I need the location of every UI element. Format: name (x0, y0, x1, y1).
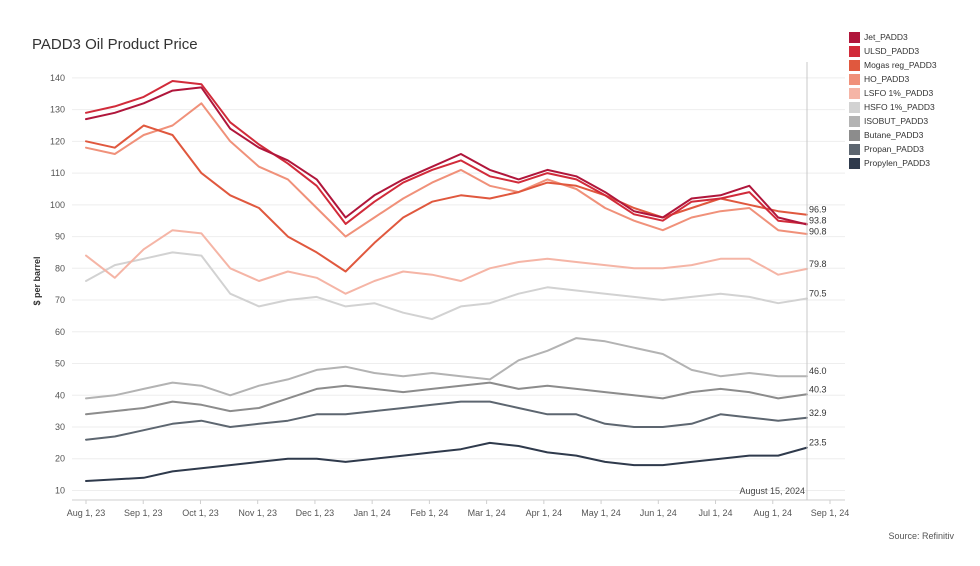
legend-item[interactable]: LSFO 1%_PADD3 (849, 86, 937, 100)
x-tick-label: Aug 1, 23 (67, 508, 106, 518)
legend-swatch (849, 73, 860, 85)
legend-item[interactable]: ULSD_PADD3 (849, 44, 937, 58)
y-tick-label: 10 (55, 485, 65, 495)
y-tick-label: 90 (55, 232, 65, 242)
legend-swatch (849, 143, 860, 155)
legend-item[interactable]: Propylen_PADD3 (849, 156, 937, 170)
legend: Jet_PADD3 ULSD_PADD3 Mogas reg_PADD3 HO_PAD… (849, 30, 937, 170)
series-line-ISOBUT_PADD3 (85, 337, 808, 400)
y-axis-label: $ per barrel (32, 256, 42, 305)
legend-swatch (849, 45, 860, 57)
x-tick-label: Nov 1, 23 (238, 508, 277, 518)
series-line-Propan_PADD3 (85, 400, 808, 441)
x-tick-label: Apr 1, 24 (526, 508, 563, 518)
x-tick-label: May 1, 24 (581, 508, 621, 518)
end-label-Mogas reg_PADD3: 96.9 (809, 205, 827, 215)
x-tick-label: Jul 1, 24 (699, 508, 733, 518)
legend-label: Propylen_PADD3 (864, 158, 930, 168)
legend-item[interactable]: HSFO 1%_PADD3 (849, 100, 937, 114)
legend-swatch (849, 31, 860, 43)
legend-label: LSFO 1%_PADD3 (864, 88, 934, 98)
series-line-ULSD_PADD3 (85, 80, 808, 225)
series-line-Jet_PADD3 (85, 86, 808, 226)
series-lines (85, 80, 808, 482)
x-tick-label: Jun 1, 24 (640, 508, 677, 518)
y-tick-label: 100 (50, 200, 65, 210)
series-line-HO_PADD3 (85, 102, 808, 238)
end-labels: 96.993.890.8 79.8 70.5 46.0 40.3 32.9 23.5 (809, 205, 827, 448)
legend-item[interactable]: ISOBUT_PADD3 (849, 114, 937, 128)
legend-label: Butane_PADD3 (864, 130, 924, 140)
legend-item[interactable]: Butane_PADD3 (849, 128, 937, 142)
end-label-HO_PADD3: 90.8 (809, 227, 827, 237)
y-tick-label: 140 (50, 73, 65, 83)
end-label-Propan_PADD3: 32.9 (809, 408, 827, 418)
series-line-HSFO 1%_PADD3 (85, 251, 808, 321)
y-tick-label: 40 (55, 390, 65, 400)
legend-item[interactable]: HO_PADD3 (849, 72, 937, 86)
y-tick-label: 110 (51, 168, 65, 178)
source-note: Source: Refinitiv (888, 531, 954, 541)
series-line-LSFO 1%_PADD3 (85, 229, 808, 295)
x-tick-label: Sep 1, 24 (811, 508, 850, 518)
y-tick-label: 120 (50, 136, 65, 146)
legend-item[interactable]: Propan_PADD3 (849, 142, 937, 156)
y-axis: 10 20 30 40 50 60 70 80 90 100 110 120 130 140 (50, 73, 65, 496)
legend-label: HSFO 1%_PADD3 (864, 102, 935, 112)
y-tick-label: 70 (55, 295, 65, 305)
legend-swatch (849, 115, 860, 127)
legend-item[interactable]: Jet_PADD3 (849, 30, 937, 44)
gridlines (72, 77, 845, 491)
x-tick-label: Oct 1, 23 (182, 508, 219, 518)
legend-swatch (849, 87, 860, 99)
legend-swatch (849, 59, 860, 71)
x-tick-label: Sep 1, 23 (124, 508, 163, 518)
legend-swatch (849, 101, 860, 113)
y-tick-label: 80 (55, 263, 65, 273)
x-axis: Aug 1, 23 Sep 1, 23 Oct 1, 23 Nov 1, 23 Dec … (67, 499, 850, 518)
x-tick-label: Dec 1, 23 (296, 508, 335, 518)
x-tick-label: Feb 1, 24 (410, 508, 448, 518)
y-tick-label: 130 (50, 105, 65, 115)
x-tick-label: Mar 1, 24 (468, 508, 506, 518)
legend-item[interactable]: Mogas reg_PADD3 (849, 58, 937, 72)
end-label-LSFO 1%_PADD3: 79.8 (809, 259, 827, 269)
series-line-Propylen_PADD3 (85, 441, 808, 482)
legend-label: ISOBUT_PADD3 (864, 116, 929, 126)
end-label-Jet_PADD3: 93.8 (809, 216, 827, 226)
y-tick-label: 30 (55, 422, 65, 432)
end-label-Butane_PADD3: 40.3 (809, 384, 827, 394)
legend-label: Mogas reg_PADD3 (864, 60, 937, 70)
legend-swatch (849, 129, 860, 141)
y-tick-label: 20 (55, 454, 65, 464)
reference-line-label: August 15, 2024 (739, 486, 805, 496)
legend-swatch (849, 157, 860, 169)
legend-label: ULSD_PADD3 (864, 46, 920, 56)
end-label-Propylen_PADD3: 23.5 (809, 438, 827, 448)
legend-label: Jet_PADD3 (864, 32, 908, 42)
chart-title: PADD3 Oil Product Price (32, 36, 198, 53)
y-tick-label: 60 (55, 327, 65, 337)
end-label-HSFO 1%_PADD3: 70.5 (809, 288, 827, 298)
legend-label: Propan_PADD3 (864, 144, 924, 154)
end-label-ISOBUT_PADD3: 46.0 (809, 366, 827, 376)
series-line-Mogas reg_PADD3 (85, 124, 808, 273)
series-line-Butane_PADD3 (85, 381, 808, 416)
legend-label: HO_PADD3 (864, 74, 910, 84)
y-tick-label: 50 (55, 359, 65, 369)
x-tick-label: Aug 1, 24 (754, 508, 793, 518)
x-tick-label: Jan 1, 24 (354, 508, 391, 518)
